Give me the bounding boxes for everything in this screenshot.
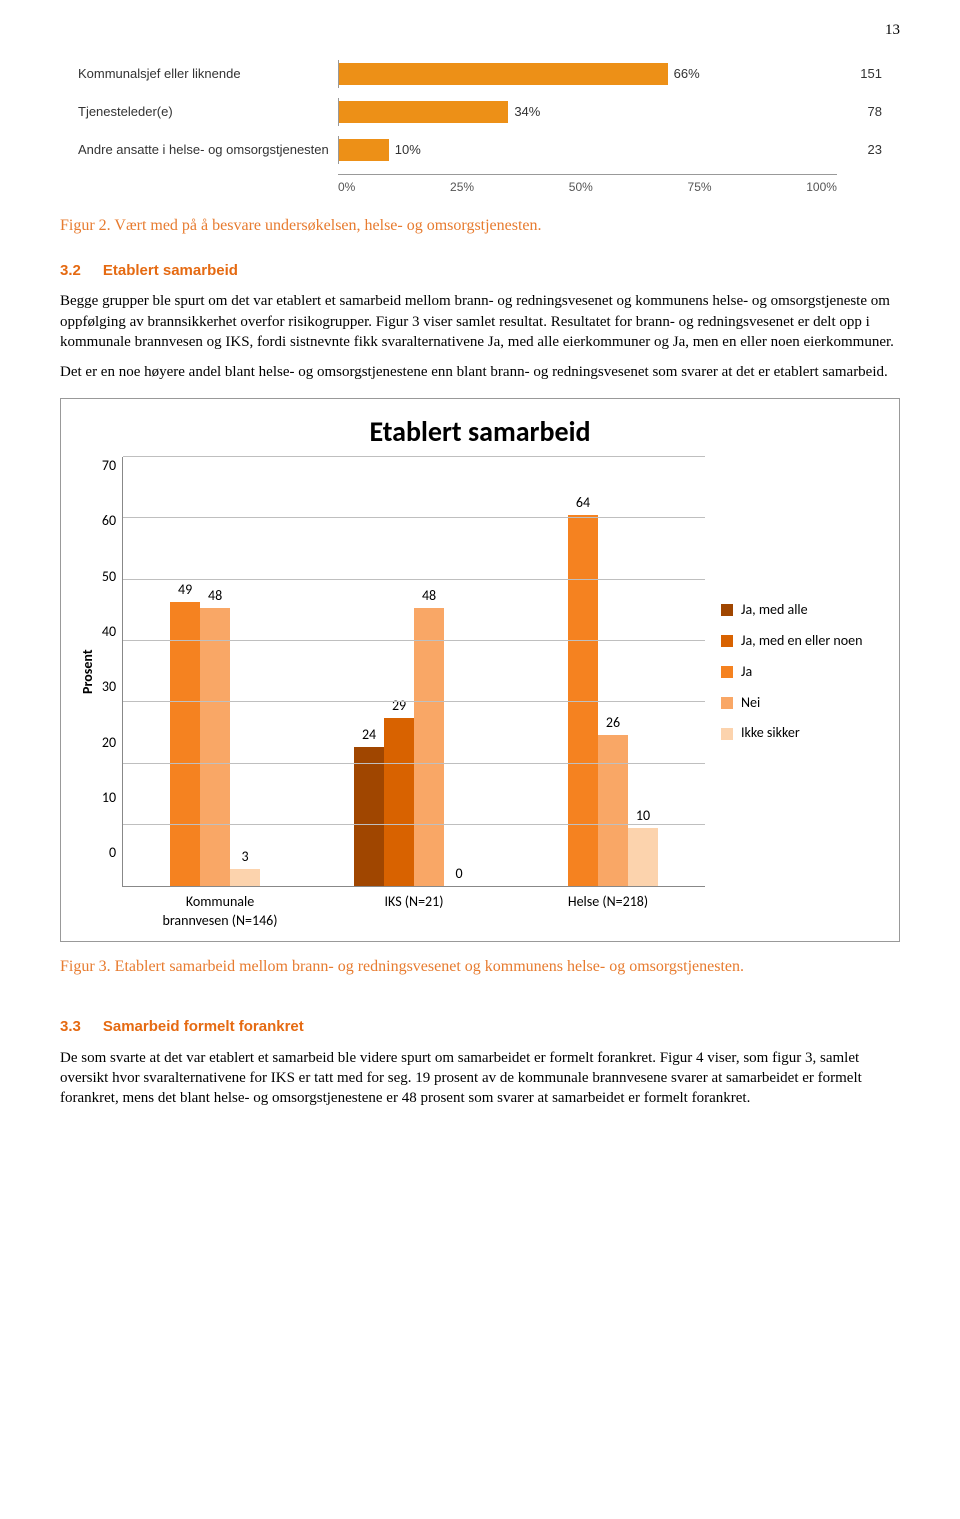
bar xyxy=(384,718,414,886)
legend-swatch xyxy=(721,728,733,740)
x-tick-label: Kommunalebrannvesen (N=146) xyxy=(123,893,317,931)
bar-value-label: 3 xyxy=(242,848,249,867)
chart-legend: Ja, med alle Ja, med en eller noen Ja Nei Ik… xyxy=(705,457,885,887)
y-tick: 50 xyxy=(102,568,116,587)
legend-label: Nei xyxy=(741,694,760,713)
hbar-tick: 25% xyxy=(450,179,474,195)
bar xyxy=(170,602,200,886)
section-title: Etablert samarbeid xyxy=(103,261,238,281)
bar xyxy=(628,828,658,886)
legend-item: Ja xyxy=(721,663,885,682)
x-axis-labels: Kommunalebrannvesen (N=146)IKS (N=21)Hel… xyxy=(123,893,705,931)
legend-label: Ja, med en eller noen xyxy=(741,632,862,651)
y-tick: 30 xyxy=(102,678,116,697)
bar xyxy=(200,608,230,886)
page-number: 13 xyxy=(60,20,900,40)
plot-area: 494832429480642610 xyxy=(122,457,705,887)
y-tick: 40 xyxy=(102,623,116,642)
hbar-percent: 34% xyxy=(514,103,540,121)
bar-value-label: 49 xyxy=(178,581,192,600)
y-tick: 20 xyxy=(102,734,116,753)
hbar-count: 78 xyxy=(837,103,882,121)
section-number: 3.2 xyxy=(60,261,81,281)
x-tick-label: IKS (N=21) xyxy=(317,893,511,931)
bar-value-label: 29 xyxy=(392,697,406,716)
y-tick: 60 xyxy=(102,512,116,531)
bar xyxy=(598,735,628,886)
hbar-tick: 0% xyxy=(338,179,355,195)
legend-item: Ja, med alle xyxy=(721,601,885,620)
y-tick: 0 xyxy=(109,844,116,863)
hbar-row: Tjenesteleder(e) 34% 78 xyxy=(78,98,882,126)
legend-item: Ja, med en eller noen xyxy=(721,632,885,651)
hbar-label: Kommunalsjef eller liknende xyxy=(78,65,338,83)
bar xyxy=(354,747,384,886)
bar-value-label: 24 xyxy=(362,726,376,745)
bar-group: 2429480 xyxy=(354,608,474,886)
bar-value-label: 26 xyxy=(606,714,620,733)
y-tick: 70 xyxy=(102,457,116,476)
hbar-row: Kommunalsjef eller liknende 66% 151 xyxy=(78,60,882,88)
legend-label: Ikke sikker xyxy=(741,724,800,743)
figure-caption-2: Figur 2. Vært med på å besvare undersøke… xyxy=(60,215,900,237)
bar-value-label: 64 xyxy=(576,494,590,513)
hbar-percent: 66% xyxy=(674,65,700,83)
legend-item: Nei xyxy=(721,694,885,713)
body-paragraph: Det er en noe høyere andel blant helse- … xyxy=(60,362,900,382)
grouped-bar-chart: Etablert samarbeid Prosent 7060504030201… xyxy=(60,398,900,942)
hbar-label: Tjenesteleder(e) xyxy=(78,103,338,121)
y-tick: 10 xyxy=(102,789,116,808)
bar-group: 49483 xyxy=(170,602,260,886)
hbar-row: Andre ansatte i helse- og omsorgstjenest… xyxy=(78,136,882,164)
legend-swatch xyxy=(721,697,733,709)
bar-value-label: 48 xyxy=(422,587,436,606)
section-title: Samarbeid formelt forankret xyxy=(103,1017,304,1037)
legend-label: Ja xyxy=(741,663,752,682)
bar-value-label: 0 xyxy=(455,865,462,884)
bar xyxy=(230,869,260,886)
hbar-tick: 100% xyxy=(806,179,837,195)
hbar-count: 151 xyxy=(837,65,882,83)
legend-swatch xyxy=(721,635,733,647)
horiz-bar-chart: Kommunalsjef eller liknende 66% 151 Tjenest… xyxy=(78,60,882,195)
section-heading-3.2: 3.2 Etablert samarbeid xyxy=(60,261,900,281)
chart-title: Etablert samarbeid xyxy=(75,413,885,451)
bar xyxy=(414,608,444,886)
bar-value-label: 48 xyxy=(208,587,222,606)
x-tick-label: Helse (N=218) xyxy=(511,893,705,931)
hbar-tick: 75% xyxy=(688,179,712,195)
legend-label: Ja, med alle xyxy=(741,601,808,620)
y-axis-title: Prosent xyxy=(75,457,102,887)
y-axis-ticks: 70 60 50 40 30 20 10 0 xyxy=(102,457,122,887)
hbar-label: Andre ansatte i helse- og omsorgstjenest… xyxy=(78,141,338,159)
body-paragraph: De som svarte at det var etablert et sam… xyxy=(60,1048,900,1109)
hbar-percent: 10% xyxy=(395,141,421,159)
legend-swatch xyxy=(721,604,733,616)
section-heading-3.3: 3.3 Samarbeid formelt forankret xyxy=(60,1017,900,1037)
hbar-count: 23 xyxy=(837,141,882,159)
section-number: 3.3 xyxy=(60,1017,81,1037)
hbar-tick: 50% xyxy=(569,179,593,195)
legend-swatch xyxy=(721,666,733,678)
hbar-axis: 0% 25% 50% 75% 100% xyxy=(78,174,882,195)
body-paragraph: Begge grupper ble spurt om det var etabl… xyxy=(60,291,900,352)
legend-item: Ikke sikker xyxy=(721,724,885,743)
figure-caption-3: Figur 3. Etablert samarbeid mellom brann… xyxy=(60,956,900,978)
